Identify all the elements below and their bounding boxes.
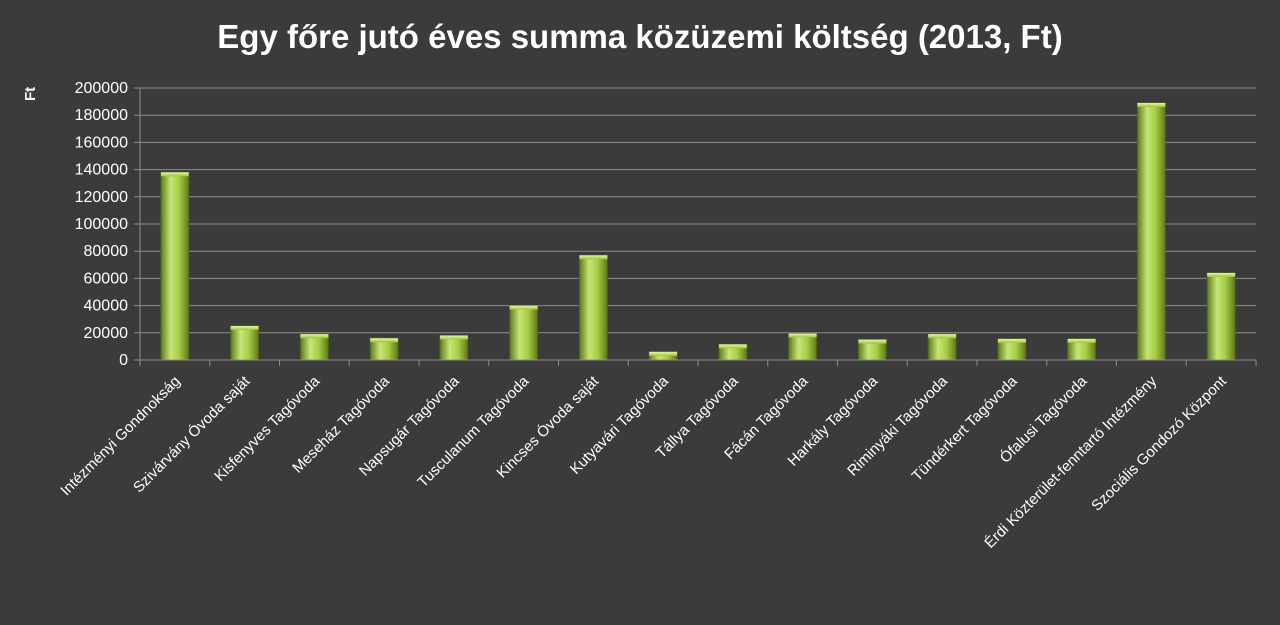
- y-tick-label: 0: [119, 352, 128, 369]
- bar: [578, 254, 608, 361]
- y-tick-label: 20000: [84, 325, 129, 342]
- bar-top: [579, 255, 608, 260]
- y-tick-label: 140000: [75, 162, 128, 179]
- bar-group: [230, 325, 260, 361]
- y-tick-label: 120000: [75, 189, 128, 206]
- bar-group: [369, 337, 399, 361]
- bar-top: [1137, 102, 1166, 107]
- grid: [140, 87, 1256, 361]
- bar-top: [300, 334, 329, 339]
- bars: [160, 102, 1236, 361]
- axes: 0 20000 40000 60000 80000 100000 120000 140000 1…: [57, 80, 1257, 552]
- bar: [509, 305, 539, 361]
- x-tick-label: Szociális Gondozó Központ: [1088, 372, 1230, 514]
- bar-group: [578, 254, 608, 361]
- bar-group: [648, 351, 678, 361]
- bar-top: [997, 338, 1026, 343]
- bar-group: [509, 305, 539, 361]
- bar-group: [788, 332, 818, 361]
- x-tick-label: Szivárvány Óvoda saját: [130, 372, 254, 496]
- bar-group: [1136, 102, 1166, 361]
- bar-top: [160, 172, 189, 177]
- bar-group: [160, 171, 190, 361]
- bar-top: [1207, 272, 1236, 277]
- bar: [1206, 272, 1236, 361]
- bar-group: [439, 335, 469, 361]
- bar-top: [788, 333, 817, 338]
- bar-top: [649, 351, 678, 356]
- bar: [927, 333, 957, 361]
- x-tick-label: Intézményi Gondnokság: [57, 373, 183, 499]
- bar-group: [1206, 272, 1236, 361]
- chart-title: Egy főre jutó éves summa közüzemi költsé…: [217, 18, 1063, 55]
- bar-top: [439, 335, 468, 340]
- y-tick-label: 100000: [75, 216, 128, 233]
- bar: [439, 335, 469, 361]
- bar-top: [928, 334, 957, 339]
- bar-top: [1067, 338, 1096, 343]
- y-tick-label: 180000: [75, 107, 128, 124]
- bar-top: [230, 326, 259, 330]
- bar: [230, 325, 260, 361]
- bar: [788, 332, 818, 361]
- bar-group: [1067, 338, 1097, 361]
- y-tick-label: 40000: [84, 298, 129, 315]
- y-tick-label: 60000: [84, 270, 129, 287]
- y-tick-label: 80000: [84, 243, 129, 260]
- bar-top: [509, 305, 538, 310]
- bar-top: [370, 338, 399, 343]
- y-tick-label: 160000: [75, 134, 128, 151]
- bar-group: [997, 338, 1027, 361]
- bar-group: [857, 339, 887, 361]
- y-tick-label: 200000: [75, 80, 128, 97]
- bar-group: [299, 333, 329, 361]
- bar: [160, 171, 190, 361]
- bar: [1136, 102, 1166, 361]
- bar-group: [927, 333, 957, 361]
- bar-top: [858, 339, 887, 344]
- bar-top: [718, 344, 747, 349]
- bar-group: [718, 343, 748, 361]
